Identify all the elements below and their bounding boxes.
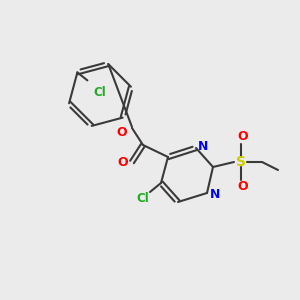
Text: S: S — [236, 155, 246, 169]
Text: O: O — [238, 181, 248, 194]
Text: N: N — [198, 140, 208, 154]
Text: O: O — [238, 130, 248, 143]
Text: O: O — [117, 157, 128, 169]
Text: N: N — [210, 188, 220, 200]
Text: O: O — [116, 126, 127, 139]
Text: Cl: Cl — [136, 193, 149, 206]
Text: Cl: Cl — [93, 86, 106, 99]
